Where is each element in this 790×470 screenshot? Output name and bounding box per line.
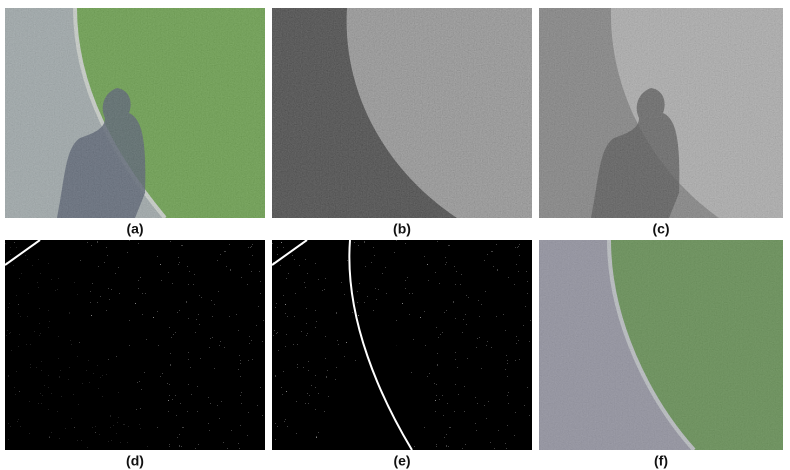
panel-caption: (e) bbox=[393, 453, 410, 469]
panel-caption: (c) bbox=[652, 221, 669, 237]
panel-image bbox=[539, 8, 783, 218]
panel-caption: (b) bbox=[393, 221, 411, 237]
figure: (a) (b) (c) (d) (e) (f) bbox=[0, 0, 790, 470]
panel-image bbox=[272, 240, 532, 450]
panel-caption: (d) bbox=[126, 453, 144, 469]
panel-image bbox=[539, 240, 783, 450]
panel-caption: (a) bbox=[126, 221, 143, 237]
panel-image bbox=[5, 240, 265, 450]
panel-image bbox=[272, 8, 532, 218]
panel-image bbox=[5, 8, 265, 218]
panel-caption: (f) bbox=[654, 453, 668, 469]
